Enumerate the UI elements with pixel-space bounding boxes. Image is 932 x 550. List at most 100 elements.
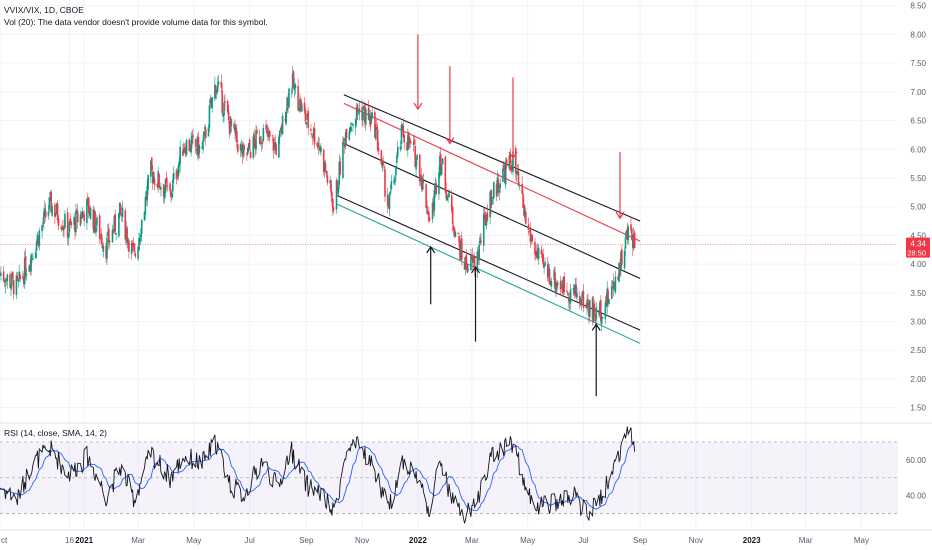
candle-body [15, 275, 18, 296]
candle-body [30, 254, 32, 272]
candle-body [409, 141, 412, 144]
candle-body [227, 112, 230, 121]
candle-body [348, 131, 351, 140]
candle-body [624, 237, 627, 249]
badge-value: 4.34 [910, 240, 926, 249]
candle-body [224, 101, 226, 103]
candle-body [222, 114, 224, 117]
candle-body [446, 196, 448, 201]
time-tick-label: May [854, 536, 869, 545]
candle-body [600, 300, 602, 321]
candle-body [434, 182, 437, 192]
candle-body [613, 288, 616, 290]
time-axis[interactable]: ct 16 2021 Mar May Jul Sep Nov 2022 Mar May Jul Sep N… [0, 529, 932, 545]
price-axis[interactable]: 1.50 2.00 2.50 3.00 3.50 4.00 4.50 5.00 5.50 6.00… [910, 2, 926, 413]
candle-body [633, 232, 636, 248]
candle-body [169, 183, 171, 191]
rsi-ma-line [0, 441, 635, 511]
candle-body [394, 178, 396, 179]
candle-body [580, 299, 583, 306]
candle-body [47, 211, 50, 216]
candle-body [108, 241, 111, 242]
candle-body [484, 213, 487, 226]
candle-body [229, 116, 232, 132]
candle-body [307, 110, 309, 128]
candle-body [105, 246, 107, 259]
candle-body [37, 237, 40, 246]
candle-body [368, 113, 371, 121]
candle-body [358, 108, 361, 114]
candle-body [619, 265, 621, 275]
candle-body [371, 112, 373, 119]
candle-body [24, 256, 27, 277]
candle-body [215, 89, 218, 93]
candle-body [599, 302, 601, 316]
symbol-title[interactable]: VVIX/VIX, 1D, CBOE [4, 5, 84, 15]
candle-body [69, 218, 72, 223]
candle-body [589, 300, 591, 317]
candle-body [170, 190, 172, 196]
candle-body [216, 84, 219, 92]
candle-body [498, 189, 501, 193]
candle-body [86, 198, 88, 224]
candle-body [265, 124, 267, 130]
candle-body [279, 128, 282, 130]
candle-body [491, 197, 493, 205]
candle-body [557, 283, 559, 285]
candle-body [521, 184, 523, 194]
candle-body [344, 132, 347, 146]
candle-body [235, 127, 237, 136]
price-tick-label: 8.50 [910, 2, 926, 11]
symbol-legend[interactable]: VVIX/VIX, 1D, CBOE [4, 5, 88, 15]
candle-body [121, 207, 124, 217]
candle-body [56, 204, 59, 221]
candle-body [407, 132, 410, 145]
candle-body [555, 282, 557, 293]
time-tick-label: Jul [245, 536, 255, 545]
candle-body [388, 193, 391, 210]
candle-body [185, 140, 188, 155]
candle-body [428, 218, 431, 220]
candle-body [60, 226, 63, 229]
candle-body [592, 302, 595, 322]
candle-body [518, 185, 521, 187]
candle-body [631, 228, 633, 240]
candle-body [201, 146, 203, 149]
candle-body [355, 106, 358, 120]
candle-body [49, 191, 52, 196]
candle-body [363, 106, 365, 111]
candle-body [118, 213, 120, 237]
candle-body [256, 130, 258, 134]
candle-body [374, 112, 376, 138]
candle-body [588, 303, 590, 317]
candle-body [163, 190, 166, 199]
candle-body [338, 162, 341, 185]
volume-legend[interactable]: Vol (20): The data vendor doesn't provid… [4, 17, 272, 27]
candle-body [62, 227, 64, 231]
candle-body [433, 189, 436, 211]
candle-body [418, 154, 421, 182]
candle-body [567, 292, 569, 295]
candle-body [93, 210, 95, 233]
candle-body [267, 127, 269, 138]
candle-body [550, 281, 553, 286]
rsi-label[interactable]: RSI (14, close, SMA, 14, 2) [4, 428, 107, 438]
candle-body [451, 207, 454, 224]
price-tick-label: 4.50 [910, 231, 926, 240]
candle-body [329, 180, 331, 183]
time-tick-label: 2022 [409, 536, 427, 545]
candle-body [367, 106, 370, 120]
candle-body [495, 184, 498, 197]
rsi-axis[interactable]: 40.00 60.00 [906, 456, 927, 501]
arrow-head [413, 102, 423, 111]
candle-body [165, 177, 168, 184]
rsi-legend[interactable]: RSI (14, close, SMA, 14, 2) [4, 428, 111, 438]
candle-body [202, 140, 204, 150]
candle-body [92, 209, 95, 230]
candle-body [66, 212, 69, 238]
candle-body [36, 234, 39, 244]
candle-body [528, 230, 531, 232]
candle-body [25, 273, 28, 276]
candle-body [313, 128, 316, 145]
